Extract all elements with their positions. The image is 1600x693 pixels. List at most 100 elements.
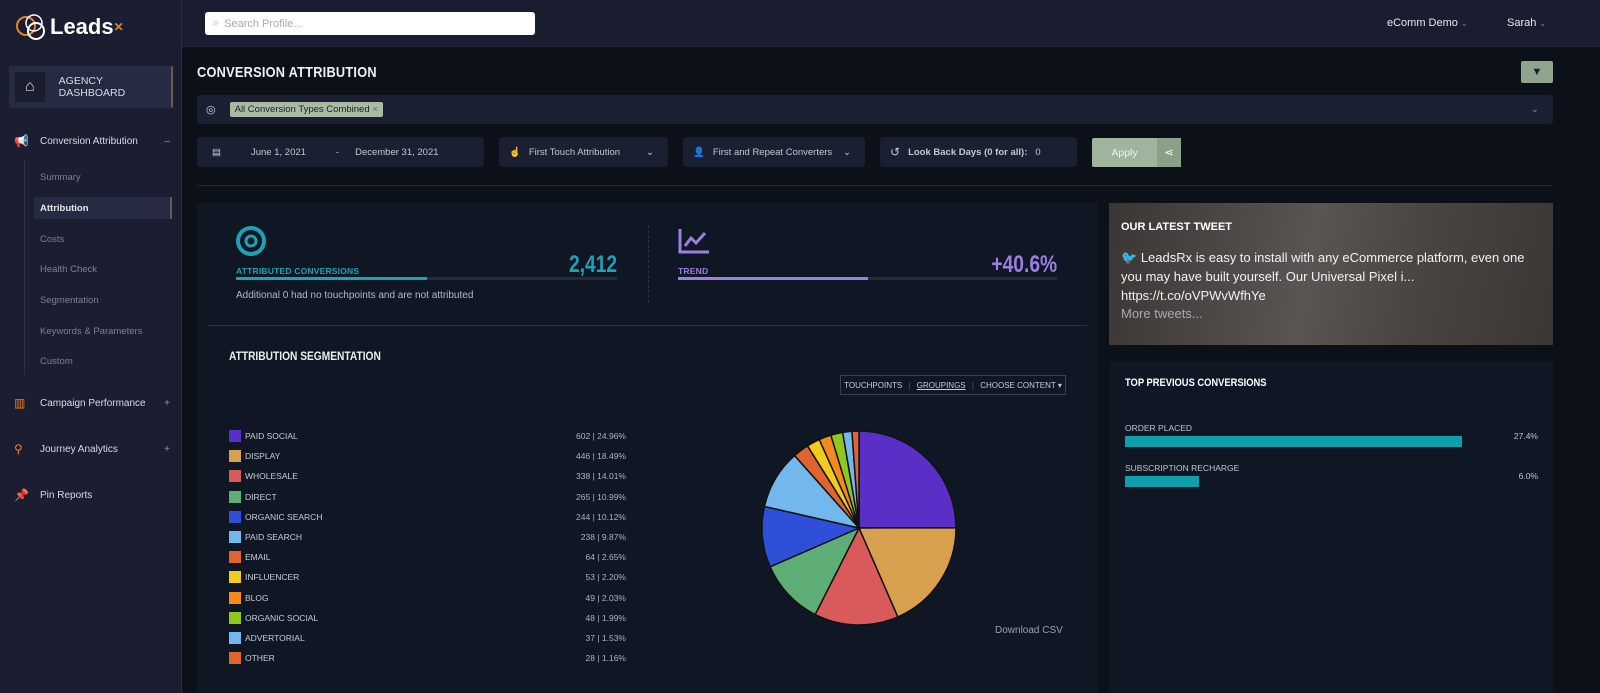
- apply-button[interactable]: Apply: [1092, 138, 1157, 167]
- sidebar-item-pin-reports[interactable]: 📌 Pin Reports: [14, 488, 93, 502]
- route-icon: ⚲: [14, 442, 23, 456]
- trend-chart-icon: [678, 229, 709, 254]
- legend-swatch: [229, 551, 241, 564]
- divider: [208, 325, 1087, 326]
- pie-slice-other[interactable]: [851, 430, 860, 529]
- account-dropdown[interactable]: eComm Demo ⌄: [1387, 17, 1468, 29]
- pie-slice-display[interactable]: [857, 526, 957, 618]
- legend-item[interactable]: ORGANIC SOCIAL 48 | 1.99%: [229, 611, 626, 624]
- previous-conversion-row: ORDER PLACED 27.4%: [1125, 423, 1538, 447]
- agency-dashboard-button[interactable]: ⌂ AGENCY DASHBOARD: [9, 66, 173, 108]
- tab-touchpoints[interactable]: TOUCHPOINTS: [844, 380, 903, 390]
- lookback-days-input[interactable]: ↺ Look Back Days (0 for all): 0: [880, 137, 1077, 167]
- chevron-down-icon: ⌄: [1460, 19, 1468, 28]
- conversion-type-tag[interactable]: All Conversion Types Combined ×: [229, 102, 383, 117]
- legend-item[interactable]: INFLUENCER 53 | 2.20%: [229, 571, 626, 584]
- search-icon: ⌕: [213, 17, 220, 29]
- apply-button-group: Apply ⋖: [1092, 138, 1181, 167]
- home-icon: ⌂: [15, 72, 45, 102]
- pin-icon: ▼: [1531, 66, 1543, 78]
- page-title: CONVERSION ATTRIBUTION: [197, 64, 377, 81]
- tab-groupings[interactable]: GROUPINGS: [916, 380, 966, 390]
- legend-swatch: [229, 430, 241, 442]
- legend-swatch: [229, 611, 241, 624]
- sidebar-item-health-check[interactable]: Health Check: [40, 263, 98, 275]
- remove-tag-icon[interactable]: ×: [372, 104, 378, 115]
- undo-icon: ↺: [890, 145, 901, 159]
- twitter-icon: 🐦: [1121, 250, 1141, 265]
- section-title: ATTRIBUTION SEGMENTATION: [229, 349, 381, 363]
- legend-swatch: [229, 510, 241, 523]
- bar-chart-icon: ▥: [14, 396, 26, 410]
- sidebar-item-costs[interactable]: Costs: [40, 233, 65, 245]
- legend-item[interactable]: WHOLESALE 338 | 14.01%: [229, 470, 626, 483]
- top-previous-conversions-panel: TOP PREVIOUS CONVERSIONS: [1109, 361, 1553, 693]
- legend-swatch: [229, 591, 241, 604]
- legend-item[interactable]: DIRECT 265 | 10.99%: [229, 490, 626, 503]
- legend-item[interactable]: PAID SEARCH 238 | 9.87%: [229, 531, 626, 543]
- choose-content-dropdown[interactable]: CHOOSE CONTENT ▾: [980, 380, 1062, 390]
- sidebar-item-conversion-attribution[interactable]: 📢 Conversion Attribution –: [14, 134, 170, 148]
- leadsrx-logo[interactable]: Leads ✕: [14, 12, 124, 42]
- trend-progress: [678, 277, 1057, 280]
- share-icon[interactable]: ⋖: [1157, 138, 1181, 167]
- expand-icon[interactable]: +: [164, 397, 170, 409]
- previous-conversion-row: SUBSCRIPTION RECHARGE 6.0%: [1125, 463, 1538, 487]
- conversion-bar: [1125, 476, 1199, 487]
- legend-item[interactable]: DISPLAY 446 | 18.49%: [229, 450, 626, 463]
- legend-swatch: [229, 652, 241, 665]
- pie-slice-wholesale[interactable]: [814, 526, 899, 626]
- sidebar-item-summary[interactable]: Summary: [40, 171, 81, 183]
- sidebar: Leads ✕ ⌂ AGENCY DASHBOARD 📢 Conversion At…: [0, 0, 182, 693]
- hand-pointer-icon: ☝: [509, 146, 521, 158]
- sidebar-item-keywords[interactable]: Keywords & Parameters: [40, 325, 143, 337]
- attribution-model-select[interactable]: ☝ First Touch Attribution ⌄: [499, 137, 668, 167]
- divider: [24, 160, 25, 375]
- megaphone-icon: 📢: [14, 134, 29, 148]
- chevron-down-icon: ⌄: [843, 146, 851, 158]
- calendar-icon: ▤: [212, 146, 221, 158]
- collapse-icon[interactable]: –: [164, 135, 170, 147]
- divider: [197, 185, 1553, 186]
- legend-item[interactable]: BLOG 49 | 2.03%: [229, 591, 626, 604]
- logo-rings-icon: [16, 14, 45, 40]
- sidebar-item-attribution[interactable]: Attribution: [34, 197, 172, 219]
- pin-button[interactable]: ▼: [1521, 61, 1553, 83]
- download-csv-link[interactable]: Download CSV: [995, 625, 1063, 636]
- pie-slice-paid-social[interactable]: [858, 430, 957, 529]
- user-dropdown[interactable]: Sarah ⌄: [1507, 17, 1547, 29]
- tweet-link[interactable]: https://t.co/oVPWvWfhYe: [1121, 288, 1266, 303]
- sidebar-item-campaign-performance[interactable]: ▥ Campaign Performance +: [14, 396, 170, 410]
- legend-swatch: [229, 571, 241, 584]
- divider: [648, 225, 649, 303]
- conversion-bar: [1125, 436, 1462, 447]
- legend-swatch: [229, 470, 241, 483]
- user-icon: 👤: [693, 146, 705, 158]
- chevron-down-icon: ⌄: [646, 146, 654, 158]
- converters-select[interactable]: 👤 First and Repeat Converters ⌄: [683, 137, 865, 167]
- more-tweets-link[interactable]: More tweets...: [1121, 306, 1203, 321]
- legend-swatch: [229, 490, 241, 503]
- legend-item[interactable]: ORGANIC SEARCH 244 | 10.12%: [229, 510, 626, 523]
- sidebar-item-custom[interactable]: Custom: [40, 355, 73, 367]
- conversions-progress: [236, 277, 617, 280]
- search-input[interactable]: ⌕ Search Profile...: [205, 12, 535, 35]
- sidebar-item-segmentation[interactable]: Segmentation: [40, 294, 99, 306]
- pie-chart: [761, 430, 957, 626]
- sidebar-item-journey-analytics[interactable]: ⚲ Journey Analytics +: [14, 442, 170, 456]
- chevron-down-icon: ⌄: [1530, 104, 1539, 115]
- latest-tweet-card: OUR LATEST TWEET 🐦 LeadsRx is easy to in…: [1109, 203, 1553, 345]
- pie-slice-direct[interactable]: [769, 526, 861, 616]
- attribution-panel: ATTRIBUTED CONVERSIONS 2,412 Additional …: [197, 203, 1098, 693]
- legend-item[interactable]: ADVERTORIAL 37 | 1.53%: [229, 632, 626, 644]
- date-range-picker[interactable]: ▤ June 1, 2021 - December 31, 2021: [197, 137, 484, 167]
- expand-icon[interactable]: +: [164, 443, 170, 455]
- legend-item[interactable]: OTHER 28 | 1.16%: [229, 652, 626, 665]
- conversion-type-select[interactable]: ◎ All Conversion Types Combined × ⌄: [197, 95, 1553, 124]
- legend-item[interactable]: PAID SOCIAL 602 | 24.96%: [229, 430, 626, 442]
- top-bar: ⌕ Search Profile... eComm Demo ⌄ Sarah ⌄: [182, 0, 1600, 47]
- target-icon: ◎: [206, 104, 216, 116]
- legend-swatch: [229, 531, 241, 543]
- legend-item[interactable]: EMAIL 64 | 2.65%: [229, 551, 626, 564]
- legend-swatch: [229, 450, 241, 463]
